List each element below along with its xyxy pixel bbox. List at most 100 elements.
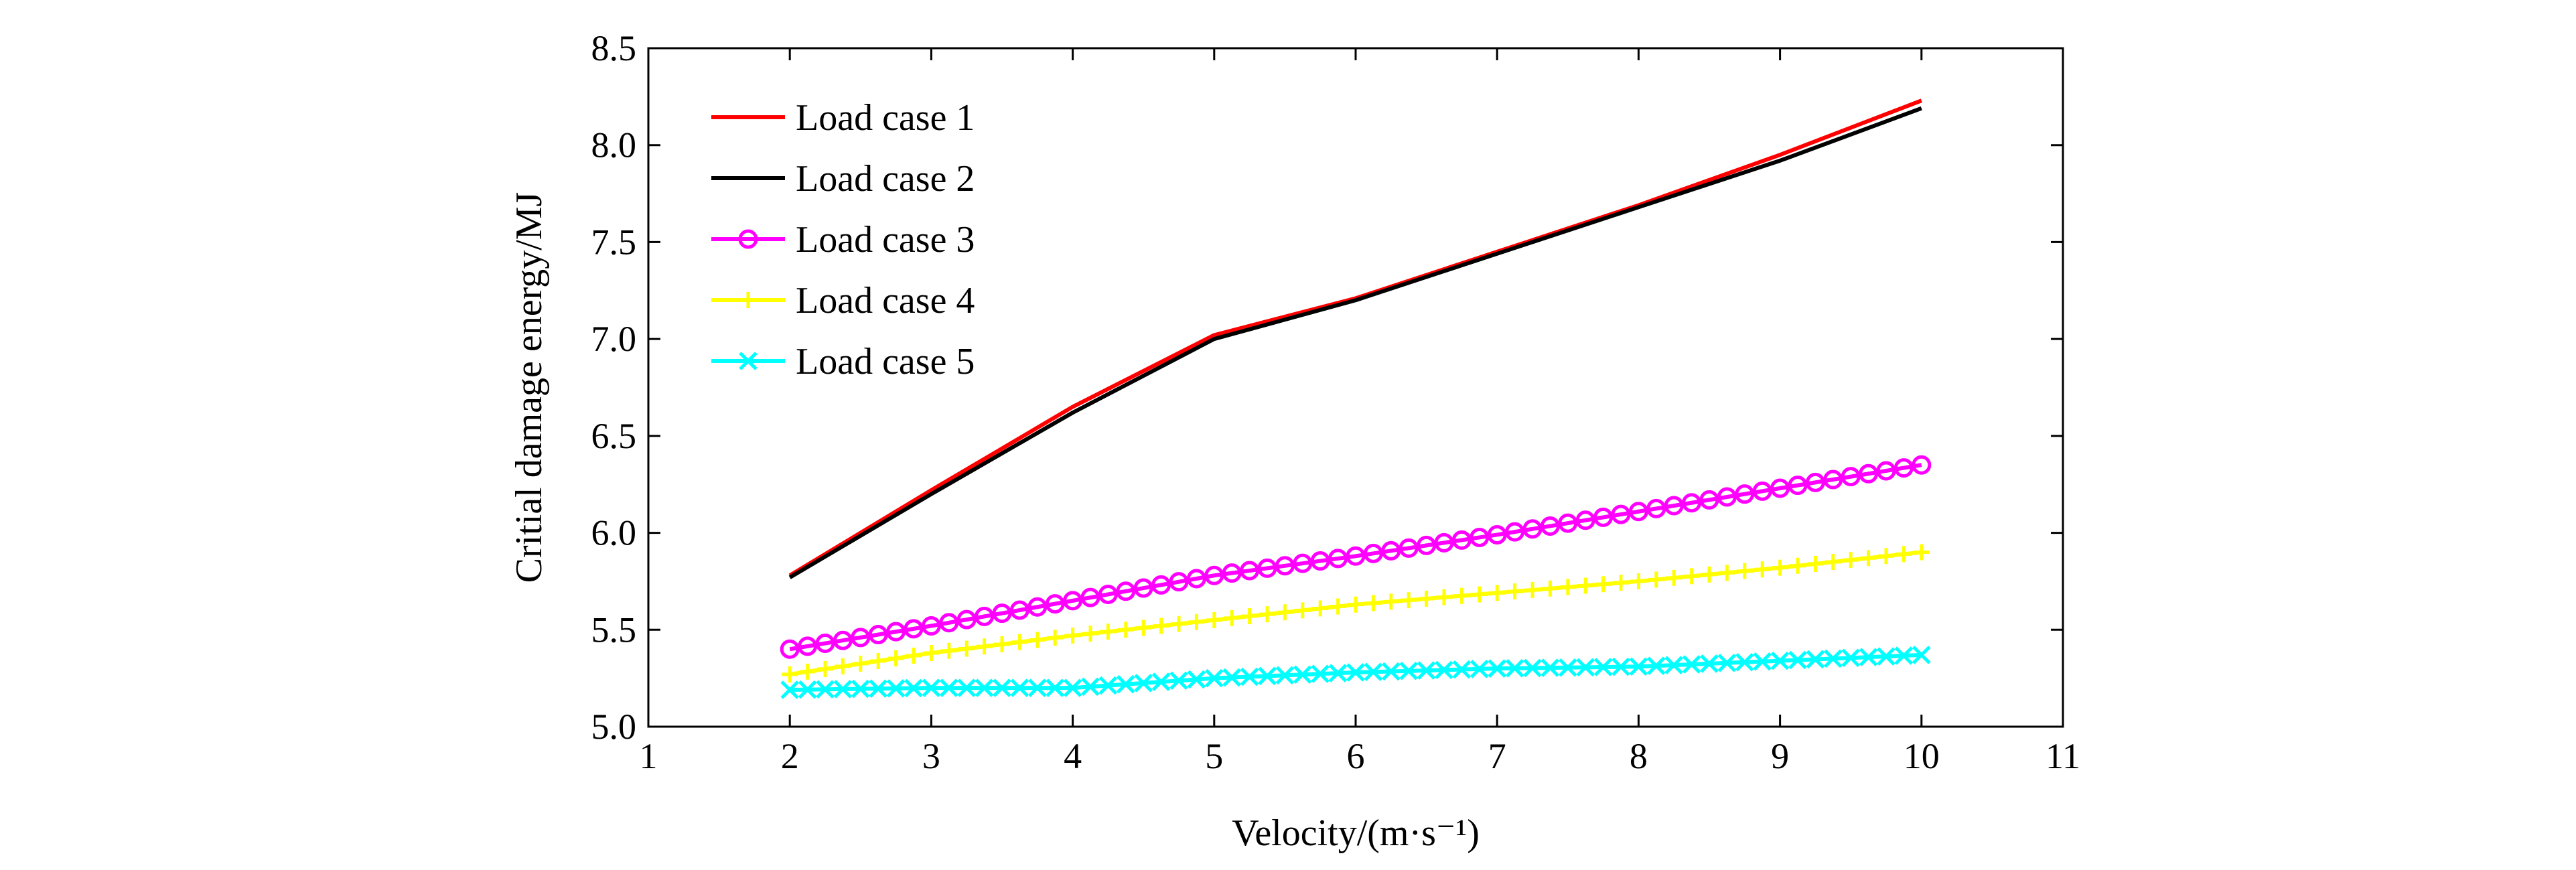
series-4 [782, 544, 1930, 682]
data-point-marker [739, 352, 758, 370]
legend-item-4: Load case 4 [711, 280, 975, 321]
legend-item-2: Load case 2 [711, 158, 975, 200]
series-line [788, 106, 1922, 579]
data-point-marker [815, 634, 835, 654]
x-tick-label: 11 [2046, 736, 2080, 776]
data-point-marker [780, 680, 799, 699]
data-point-marker [740, 292, 756, 308]
data-point-marker [1188, 613, 1205, 630]
data-point-marker [1241, 608, 1258, 625]
data-point-marker [1824, 553, 1841, 570]
plot-frame [647, 47, 2064, 728]
data-point-marker [1859, 463, 1879, 484]
data-point-marker [1169, 572, 1189, 592]
y-tick-label: 7.0 [591, 319, 637, 359]
data-point-marker [1488, 659, 1506, 678]
data-point-marker [1027, 597, 1048, 617]
data-point-marker [1257, 558, 1277, 578]
data-point-marker [1418, 590, 1435, 607]
data-point-marker [1098, 676, 1118, 695]
data-point-marker [1277, 604, 1293, 621]
data-point-marker [870, 652, 887, 669]
data-point-marker [1770, 651, 1790, 670]
y-tick-label: 8.5 [591, 28, 637, 68]
x-tick-label: 10 [1904, 736, 1940, 776]
data-point-marker [1666, 569, 1683, 586]
data-point-marker [1187, 670, 1206, 689]
data-point-marker [1135, 620, 1152, 636]
data-point-marker [1363, 543, 1383, 563]
data-point-marker [1576, 658, 1595, 677]
data-point-marker [1470, 527, 1490, 547]
data-point-marker [1186, 569, 1206, 589]
data-point-marker [976, 638, 993, 655]
data-point-marker [1648, 571, 1664, 588]
data-point-marker [1790, 557, 1806, 574]
data-point-marker [799, 663, 816, 680]
data-point-marker [1664, 496, 1684, 516]
data-point-marker [1912, 455, 1932, 475]
data-point-marker [1310, 551, 1330, 571]
x-tick-label: 8 [1630, 736, 1648, 776]
data-point-marker [868, 625, 888, 645]
y-tick-label: 7.5 [591, 222, 637, 262]
x-tick-label: 1 [640, 736, 658, 776]
data-point-marker [1471, 586, 1488, 603]
data-point-marker [798, 636, 818, 656]
data-point-marker [851, 628, 871, 648]
data-point-marker [1647, 656, 1666, 675]
data-point-marker [1772, 559, 1788, 576]
series-2 [788, 106, 1922, 579]
data-point-marker [975, 606, 995, 626]
data-point-marker [1612, 657, 1630, 676]
x-tick-label: 4 [1064, 736, 1082, 776]
data-point-marker [1224, 609, 1240, 626]
data-point-marker [1595, 576, 1612, 593]
x-tick-label: 5 [1205, 736, 1223, 776]
data-point-marker [906, 647, 922, 664]
legend-item-1: Load case 1 [711, 97, 975, 139]
data-point-marker [1222, 668, 1241, 687]
data-point-marker [1275, 556, 1295, 576]
series-line [789, 463, 1922, 652]
data-point-marker [1542, 580, 1559, 597]
data-point-marker [798, 680, 817, 699]
legend: Load case 1 Load case 2 Load case 3 Load ca… [711, 97, 975, 382]
data-point-marker [1506, 583, 1523, 600]
data-point-marker [1082, 626, 1098, 642]
data-point-marker [1628, 502, 1648, 522]
x-tick-label: 9 [1771, 736, 1789, 776]
data-point-marker [1328, 664, 1348, 682]
data-point-marker [904, 678, 923, 698]
data-point-marker [1593, 658, 1613, 676]
data-point-marker [1841, 467, 1861, 487]
data-point-marker [1453, 587, 1470, 604]
x-axis-title: Velocity/(m·s⁻¹) [1232, 812, 1480, 854]
data-point-marker [904, 619, 924, 639]
data-point-marker [833, 630, 853, 650]
data-point-marker [1540, 516, 1560, 536]
data-point-marker [1807, 555, 1824, 572]
data-point-marker [1487, 524, 1507, 545]
data-point-marker [1382, 662, 1401, 681]
data-point-marker [1258, 666, 1277, 686]
data-point-marker [1010, 678, 1029, 697]
x-tick-label: 2 [781, 736, 799, 776]
data-point-marker [1399, 538, 1419, 558]
data-point-marker [1877, 647, 1895, 666]
legend-label: Load case 5 [796, 341, 975, 382]
data-point-marker [817, 660, 833, 677]
data-point-marker [835, 658, 851, 674]
data-point-marker [852, 655, 869, 672]
y-tick-label: 5.0 [591, 707, 637, 747]
data-point-marker [1577, 577, 1594, 594]
data-point-marker [1151, 672, 1171, 691]
data-point-marker [1629, 657, 1648, 676]
data-point-marker [1522, 519, 1543, 539]
data-point-marker [1912, 646, 1931, 664]
legend-label: Load case 2 [796, 158, 975, 200]
data-point-marker [923, 645, 940, 662]
data-point-marker [1047, 630, 1064, 646]
data-point-marker [1646, 498, 1666, 518]
data-point-marker [994, 636, 1010, 652]
